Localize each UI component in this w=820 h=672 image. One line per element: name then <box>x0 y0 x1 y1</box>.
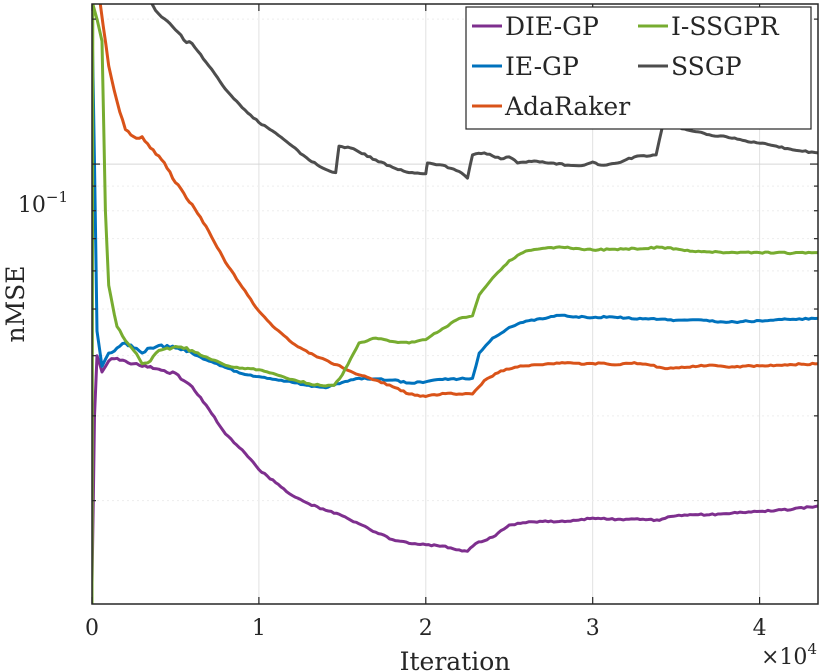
x-tick-label: 4 <box>753 616 767 641</box>
series-line-adaraker <box>98 4 818 398</box>
axis-ticks: 0 1 2 3 4 <box>85 4 818 641</box>
y-tick-label-decade: 10−1 <box>18 188 68 218</box>
y-axis-label: nMSE <box>1 265 30 342</box>
x-tick-label: 0 <box>85 616 99 641</box>
series-line-ssgp <box>150 4 818 180</box>
series-line-i-ssgpr <box>92 4 818 604</box>
legend: DIE-GP IE-GP AdaRaker I-SSGPR SSGP <box>465 6 812 130</box>
series-line-die-gp <box>92 354 818 585</box>
x-axis-exponent: ×104 <box>761 640 817 670</box>
legend-label-ie-gp: IE-GP <box>505 52 579 81</box>
legend-label-die-gp: DIE-GP <box>505 12 599 41</box>
legend-label-ssgp: SSGP <box>671 52 742 81</box>
series-line-ie-gp <box>92 17 818 390</box>
plot-series <box>92 4 818 604</box>
x-tick-label: 1 <box>252 616 266 641</box>
legend-label-i-ssgpr: I-SSGPR <box>671 12 780 41</box>
x-axis-label: Iteration <box>400 647 511 672</box>
axes-box <box>91 3 819 605</box>
legend-label-adaraker: AdaRaker <box>504 92 630 121</box>
x-tick-label: 2 <box>419 616 433 641</box>
x-tick-label: 3 <box>586 616 600 641</box>
